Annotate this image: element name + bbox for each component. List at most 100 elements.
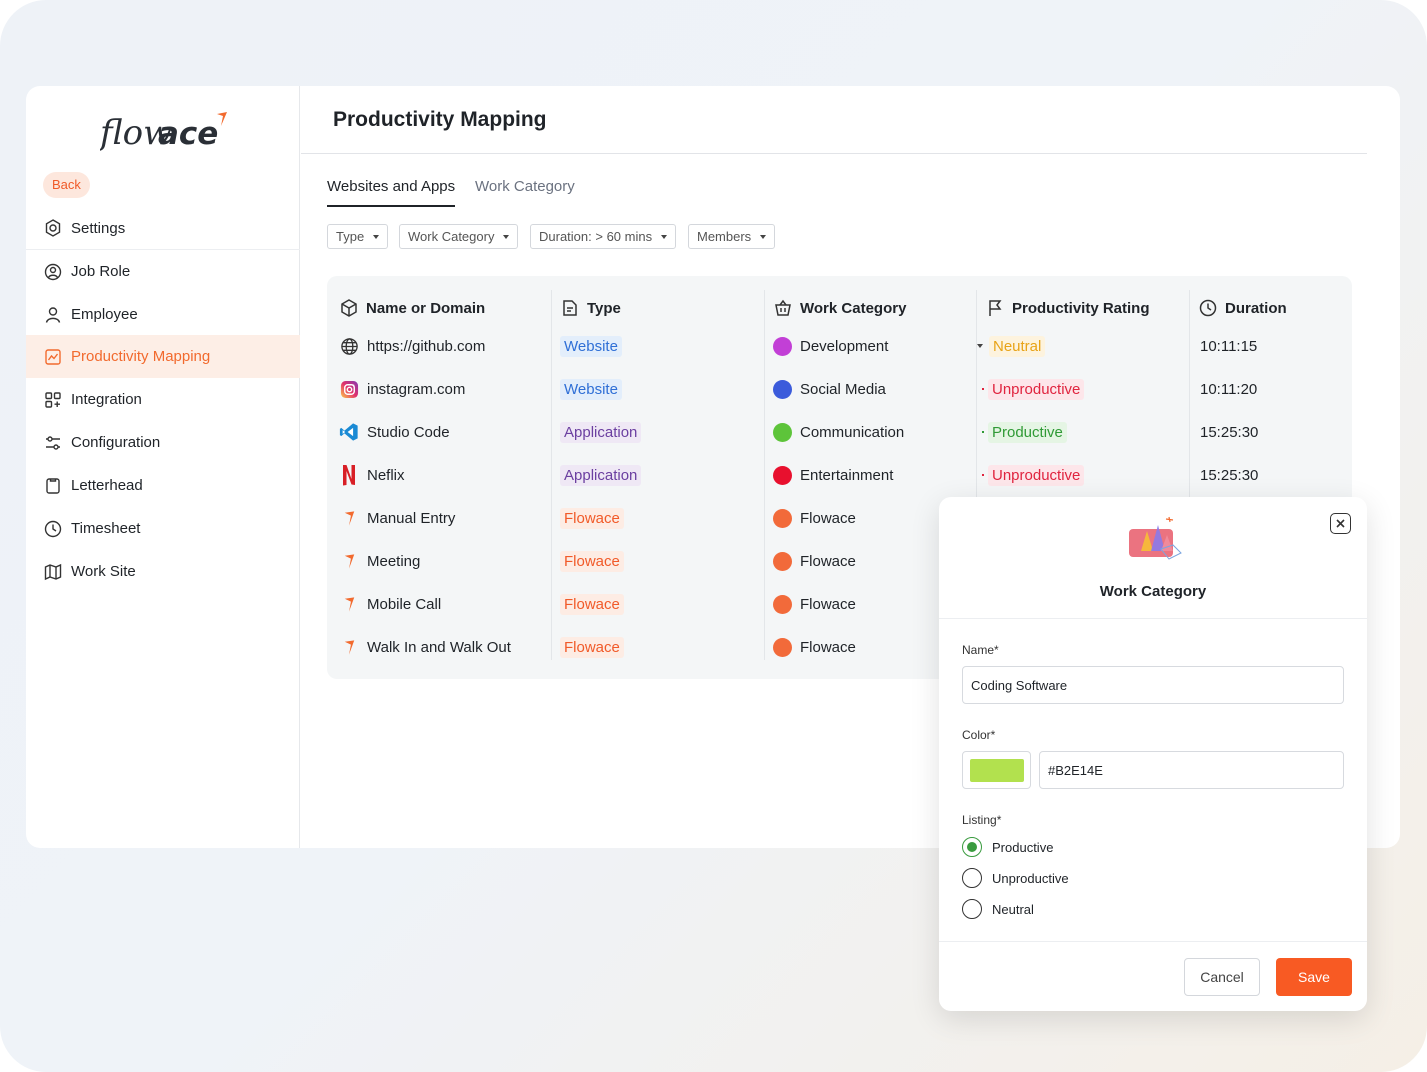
filter-type[interactable]: Type	[327, 224, 389, 249]
sidebar-item-label: Employee	[71, 306, 138, 323]
color-hex-field[interactable]: #B2E14E	[1039, 751, 1344, 789]
sidebar-item-work-site[interactable]: Work Site	[26, 550, 300, 593]
radio-productive-label: Productive	[992, 839, 1054, 855]
sidebar-item-label: Letterhead	[71, 477, 143, 494]
duration-text: 10:11:20	[1200, 380, 1258, 398]
sidebar-item-productivity-mapping[interactable]: Productivity Mapping	[26, 335, 300, 378]
radio-neutral[interactable]: Neutral	[962, 899, 1034, 919]
column-header-type[interactable]: Type	[560, 298, 621, 318]
row-name-text[interactable]: Meeting	[367, 552, 421, 570]
sidebar-item-employee[interactable]: Employee	[26, 293, 300, 336]
integration-icon	[45, 391, 61, 408]
page-title: Productivity Mapping	[333, 108, 547, 131]
duration-text: 15:25:30	[1200, 466, 1259, 484]
table-row-name: Mobile Call	[339, 591, 441, 617]
type-badge: Flowace	[560, 593, 624, 615]
category-color-dot	[773, 551, 792, 571]
modal-title: Work Category	[1099, 583, 1207, 600]
color-swatch	[970, 759, 1024, 782]
table-row-category: Entertainment	[773, 462, 893, 488]
rating-badge[interactable]: Unproductive	[988, 464, 1085, 486]
radio-unproductive-circle[interactable]	[962, 868, 982, 888]
configuration-icon	[46, 435, 60, 450]
radio-unproductive[interactable]: Unproductive	[962, 868, 1069, 888]
caret-down-icon	[373, 234, 380, 239]
rating-badge[interactable]: Productive	[988, 421, 1067, 443]
radio-unproductive-label: Unproductive	[992, 870, 1069, 886]
rating-badge[interactable]: Unproductive	[988, 378, 1085, 400]
radio-neutral-circle[interactable]	[962, 899, 982, 919]
radio-productive[interactable]: Productive	[962, 837, 1053, 857]
sidebar-item-letterhead[interactable]: Letterhead	[26, 464, 300, 507]
type-badge: Flowace	[560, 507, 624, 529]
category-text[interactable]: Flowace	[800, 509, 856, 527]
save-button[interactable]: Save	[1276, 958, 1352, 996]
filter-members[interactable]: Members	[688, 224, 776, 249]
filter-members-label: Members	[697, 229, 752, 244]
cancel-button[interactable]: Cancel	[1184, 958, 1260, 996]
filter-duration[interactable]: Duration: > 60 mins	[530, 224, 677, 249]
category-text[interactable]: Social Media	[800, 380, 886, 398]
name-field[interactable]: Coding Software	[962, 666, 1344, 704]
column-header-duration[interactable]: Duration	[1198, 298, 1287, 318]
sidebar-item-job-role[interactable]: Job Role	[26, 250, 300, 293]
instagram-icon	[339, 379, 359, 399]
caret-down-icon	[977, 344, 983, 348]
sidebar-item-integration[interactable]: Integration	[26, 378, 300, 421]
category-text[interactable]: Flowace	[800, 638, 856, 656]
back-button[interactable]: Back	[43, 172, 90, 198]
table-row-duration: 15:25:30	[1200, 462, 1258, 488]
flowace-icon	[339, 637, 359, 657]
radio-productive-circle[interactable]	[962, 837, 982, 857]
category-color-dot	[773, 637, 792, 657]
tab-websites-and-apps[interactable]: Websites and Apps	[327, 178, 456, 207]
document-icon	[563, 300, 577, 316]
row-name-text[interactable]: Manual Entry	[367, 509, 456, 527]
table-row-category: Communication	[773, 419, 904, 445]
table-row-duration: 10:11:15	[1200, 333, 1257, 359]
column-divider	[1189, 290, 1190, 660]
category-text[interactable]: Communication	[800, 423, 905, 441]
sidebar-item-timesheet[interactable]: Timesheet	[26, 507, 300, 550]
row-name-text[interactable]: Walk In and Walk Out	[367, 638, 511, 656]
sidebar-item-settings[interactable]: Settings	[26, 207, 300, 250]
flag-icon	[989, 300, 1002, 316]
table-row-category: Flowace	[773, 505, 856, 531]
table-row-rating: Neutral	[977, 333, 1046, 359]
category-text[interactable]: Development	[800, 337, 889, 355]
table-row-duration: 15:25:30	[1200, 419, 1258, 445]
type-badge: Flowace	[560, 550, 624, 572]
flowace-icon	[339, 551, 359, 571]
row-name-text[interactable]: instagram.com	[367, 380, 466, 398]
category-text[interactable]: Flowace	[800, 595, 856, 613]
table-row-type: Flowace	[560, 591, 624, 617]
name-field-label: Name*	[962, 643, 999, 657]
category-text[interactable]: Entertainment	[800, 466, 894, 484]
work-category-illustration	[1129, 516, 1182, 560]
table-row-name: Manual Entry	[339, 505, 455, 531]
sidebar-item-configuration[interactable]: Configuration	[26, 421, 300, 464]
row-name-text[interactable]: Mobile Call	[367, 595, 442, 613]
flowace-icon	[339, 508, 359, 528]
row-name-text[interactable]: Studio Code	[367, 423, 450, 441]
category-text[interactable]: Flowace	[800, 552, 856, 570]
row-name-text[interactable]: https://github.com	[367, 337, 486, 355]
table-row-name: Studio Code	[339, 419, 450, 445]
timesheet-icon	[44, 520, 62, 537]
rating-badge[interactable]: Neutral	[989, 335, 1046, 357]
close-icon[interactable]	[1330, 513, 1351, 534]
caret-down-icon	[661, 234, 668, 239]
category-color-dot	[773, 336, 792, 356]
tab-work-category[interactable]: Work Category	[475, 178, 575, 195]
column-header-name[interactable]: Name or Domain	[339, 298, 485, 318]
color-picker-button[interactable]	[962, 751, 1031, 789]
listing-field-label: Listing*	[962, 813, 1002, 827]
clock-icon	[1199, 299, 1217, 317]
row-name-text[interactable]: Neflix	[367, 466, 405, 484]
caret-down-icon	[760, 234, 767, 239]
column-header-work-category[interactable]: Work Category	[773, 298, 906, 318]
column-header-productivity-rating[interactable]: Productivity Rating	[985, 298, 1150, 318]
filter-work-category[interactable]: Work Category	[399, 224, 519, 249]
employee-icon	[45, 306, 61, 323]
caret-down-icon	[503, 234, 510, 239]
